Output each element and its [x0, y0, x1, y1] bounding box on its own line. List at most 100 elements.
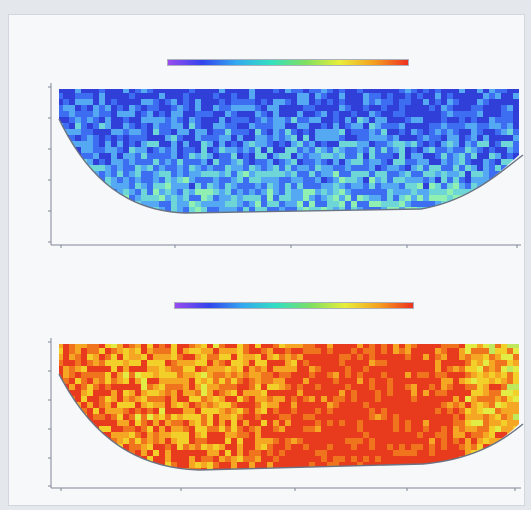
heatmap-cell [279, 99, 286, 106]
heatmap-cell [453, 426, 460, 433]
heatmap-cell [159, 89, 166, 94]
heatmap-cell [81, 105, 88, 112]
heatmap-cell [465, 171, 472, 178]
heatmap-cell [159, 213, 166, 220]
heatmap-cell [87, 468, 94, 470]
heatmap-cell [135, 438, 142, 445]
heatmap-cell [303, 372, 310, 379]
heatmap-cell [255, 135, 262, 142]
heatmap-cell [363, 438, 370, 445]
heatmap-cell [273, 141, 280, 148]
heatmap-cell [327, 89, 334, 94]
heatmap-cell [345, 123, 352, 130]
heatmap-cell [501, 384, 508, 391]
heatmap-cell [327, 201, 334, 208]
heatmap-cell [99, 99, 106, 106]
heatmap-cell [135, 129, 142, 136]
heatmap-cell [459, 366, 466, 373]
heatmap-cell [393, 366, 400, 373]
heatmap-cell [387, 384, 394, 391]
heatmap-cell [279, 438, 286, 445]
heatmap-cell [459, 183, 466, 190]
heatmap-cell [513, 432, 519, 439]
heatmap-cell [75, 432, 82, 439]
heatmap-cell [309, 450, 316, 457]
heatmap-cell [255, 450, 262, 457]
heatmap-cell [243, 141, 250, 148]
heatmap-cell [351, 390, 358, 397]
heatmap-cell [171, 89, 178, 94]
heatmap-cell [177, 378, 184, 385]
heatmap-cell [105, 354, 112, 361]
heatmap-cell [309, 153, 316, 160]
heatmap-cell [213, 141, 220, 148]
heatmap-cell [333, 129, 340, 136]
heatmap-cell [369, 468, 376, 470]
heatmap-cell [87, 390, 94, 397]
heatmap-cell [303, 165, 310, 172]
heatmap-cell [495, 426, 502, 433]
heatmap-cell [213, 93, 220, 100]
heatmap-cell [159, 438, 166, 445]
heatmap-cell [501, 390, 508, 397]
heatmap-cell [75, 444, 82, 451]
heatmap-cell [321, 444, 328, 451]
heatmap-cell [207, 426, 214, 433]
heatmap-cell [69, 390, 76, 397]
heatmap-cell [279, 344, 286, 349]
heatmap-cell [519, 165, 526, 172]
heatmap-cell [405, 183, 412, 190]
heatmap-cell [141, 117, 148, 124]
heatmap-cell [327, 348, 334, 355]
heatmap-cell [327, 420, 334, 427]
heatmap-cell [423, 402, 430, 409]
heatmap-cell [249, 201, 256, 208]
heatmap-cell [159, 344, 166, 349]
heatmap-cell [363, 450, 370, 457]
heatmap-cell [153, 183, 160, 190]
heatmap-cell [435, 378, 442, 385]
heatmap-cell [171, 372, 178, 379]
heatmap-cell [189, 384, 196, 391]
heatmap-cell [465, 384, 472, 391]
heatmap-cell [519, 468, 526, 475]
heatmap-cell [111, 432, 118, 439]
heatmap-cell [63, 408, 70, 415]
heatmap-cell [399, 444, 406, 451]
heatmap-cell [117, 408, 124, 415]
heatmap-cell [261, 183, 268, 190]
heatmap-cell [93, 468, 100, 470]
heatmap-cell [423, 159, 430, 166]
heatmap-cell [213, 344, 220, 349]
heatmap-cell [297, 396, 304, 403]
heatmap-cell [177, 183, 184, 190]
heatmap-cell [213, 129, 220, 136]
heatmap-cell [297, 195, 304, 202]
heatmap-cell [291, 402, 298, 409]
top-y-ticks [48, 86, 51, 243]
heatmap-cell [405, 420, 412, 427]
heatmap-cell [279, 462, 286, 469]
heatmap-cell [225, 344, 232, 349]
heatmap-cell [297, 378, 304, 385]
heatmap-cell [213, 153, 220, 160]
heatmap-cell [261, 165, 268, 172]
heatmap-cell [375, 129, 382, 136]
heatmap-cell [69, 177, 76, 184]
heatmap-cell [183, 201, 190, 208]
heatmap-cell [441, 213, 448, 220]
heatmap-cell [147, 396, 154, 403]
heatmap-cell [327, 99, 334, 106]
heatmap-cell [87, 111, 94, 118]
heatmap-cell [261, 372, 268, 379]
heatmap-cell [321, 111, 328, 118]
heatmap-cell [315, 432, 322, 439]
heatmap-cell [423, 165, 430, 172]
heatmap-cell [441, 135, 448, 142]
heatmap-cell [231, 432, 238, 439]
heatmap-cell [273, 183, 280, 190]
heatmap-cell [207, 432, 214, 439]
heatmap-cell [69, 384, 76, 391]
heatmap-cell [297, 408, 304, 415]
heatmap-cell [123, 123, 130, 130]
